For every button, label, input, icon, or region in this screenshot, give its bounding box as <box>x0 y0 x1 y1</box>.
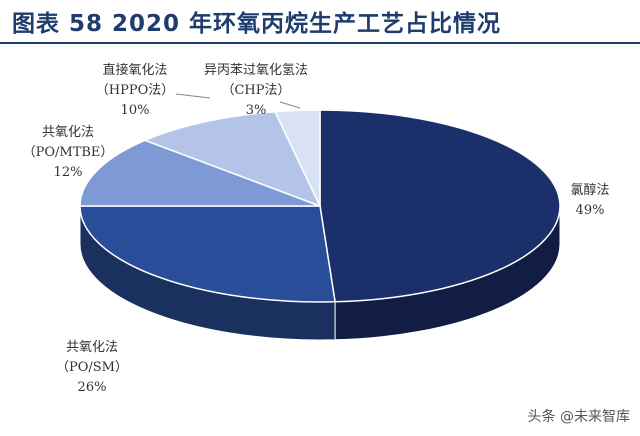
slice-label-2: 共氧化法 （PO/MTBE） 12% <box>23 125 114 180</box>
pie-slice-3 <box>143 110 322 208</box>
slice-percent-2: 12% <box>54 165 83 180</box>
pie-slice-4 <box>273 109 321 207</box>
slice-name-2: 共氧化法 <box>42 125 94 140</box>
slice-label-4: 异丙苯过氧化氢法 （CHP法） 3% <box>204 63 308 118</box>
slice-name-3: 直接氧化法 <box>102 62 167 78</box>
slice-label-1: 共氧化法 （PO/SM） 26% <box>56 340 128 395</box>
slice-name-1: （PO/SM） <box>56 360 128 375</box>
slice-name-2: （PO/MTBE） <box>23 145 114 160</box>
watermark-text: 头条 @未来智库 <box>527 409 630 425</box>
slice-percent-3: 10% <box>121 103 150 118</box>
slice-name-0: 氯醇法 <box>570 182 609 198</box>
slice-percent-1: 26% <box>78 380 107 395</box>
pie-slice-1 <box>79 205 336 303</box>
slice-label-0: 氯醇法 49% <box>570 182 609 218</box>
leader-line-1 <box>279 101 301 109</box>
slice-name-1: 共氧化法 <box>66 340 118 355</box>
watermark: 头条 @未来智库 <box>528 406 630 426</box>
leader-line-0 <box>175 93 211 99</box>
slice-label-3: 直接氧化法 （HPPO法） 10% <box>96 62 175 118</box>
pie-chart: 氯醇法 49% 共氧化法 （PO/SM） 26% 共氧化法 （PO/MTBE） 12% 直接氧化… <box>23 62 610 395</box>
slice-name-4: （CHP法） <box>221 83 290 98</box>
slice-name-3: （HPPO法） <box>96 83 175 98</box>
pie-slice-2 <box>79 139 321 207</box>
slice-percent-4: 3% <box>246 103 267 118</box>
slice-name-4: 异丙苯过氧化氢法 <box>204 63 308 78</box>
title-bar: 图表 58 2020 年环氧丙烷生产工艺占比情况 <box>0 0 640 44</box>
pie-top <box>79 109 561 303</box>
page-title: 图表 58 2020 年环氧丙烷生产工艺占比情况 <box>12 11 502 37</box>
pie-slice-0 <box>319 109 561 303</box>
pie-labels: 氯醇法 49% 共氧化法 （PO/SM） 26% 共氧化法 （PO/MTBE） 12% 直接氧化… <box>23 62 610 395</box>
slice-percent-0: 49% <box>576 203 605 218</box>
